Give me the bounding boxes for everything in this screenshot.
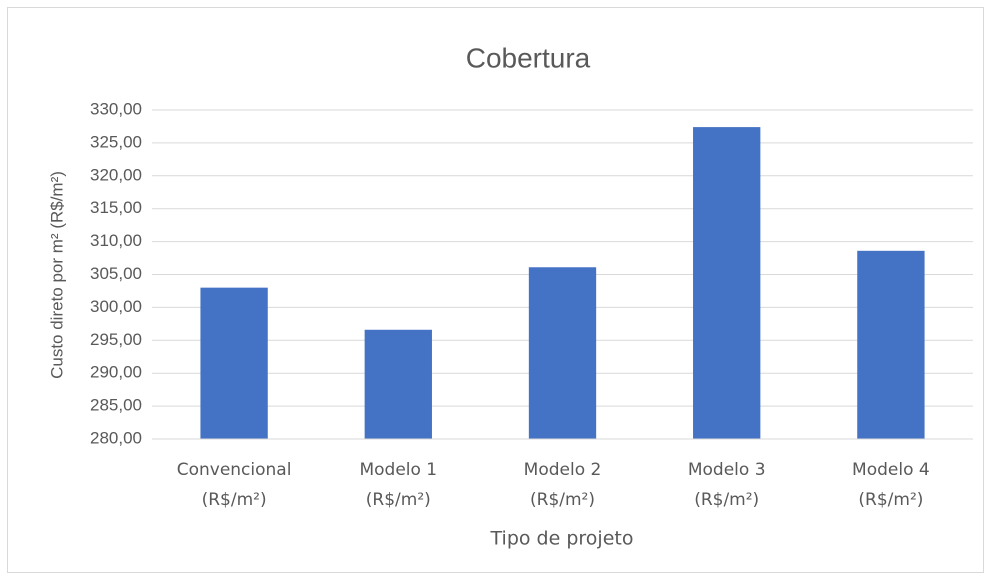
x-tick-label: Modelo 4 (R$/m²) bbox=[852, 460, 930, 510]
bar bbox=[857, 250, 925, 439]
y-tick-label: 320,00 bbox=[90, 165, 142, 184]
y-tick-label: 280,00 bbox=[90, 428, 142, 447]
y-tick-label: 315,00 bbox=[90, 198, 142, 217]
x-tick-label: Modelo 2 (R$/m²) bbox=[523, 460, 602, 510]
chart-frame bbox=[7, 7, 984, 573]
bar bbox=[364, 329, 432, 439]
y-tick-label: 325,00 bbox=[90, 132, 142, 151]
chart-title: Cobertura bbox=[466, 42, 591, 73]
bar bbox=[693, 127, 761, 439]
bar bbox=[200, 287, 268, 439]
y-tick-label: 305,00 bbox=[90, 264, 142, 283]
y-axis-title: Custo direto por m² (R$/m²) bbox=[47, 171, 66, 379]
bar bbox=[528, 267, 597, 439]
y-tick-label: 310,00 bbox=[90, 231, 142, 250]
x-tick-label: Convencional (R$/m²) bbox=[176, 460, 292, 510]
y-tick-label: 330,00 bbox=[90, 99, 142, 118]
x-axis-title: Tipo de projeto bbox=[490, 528, 634, 550]
x-tick-label: Modelo 1 (R$/m²) bbox=[359, 460, 438, 510]
y-tick-label: 290,00 bbox=[90, 363, 142, 382]
y-tick-label: 285,00 bbox=[90, 396, 142, 415]
x-tick-label: Modelo 3 (R$/m²) bbox=[687, 460, 766, 510]
y-tick-label: 295,00 bbox=[90, 330, 142, 349]
y-tick-label: 300,00 bbox=[90, 297, 142, 316]
